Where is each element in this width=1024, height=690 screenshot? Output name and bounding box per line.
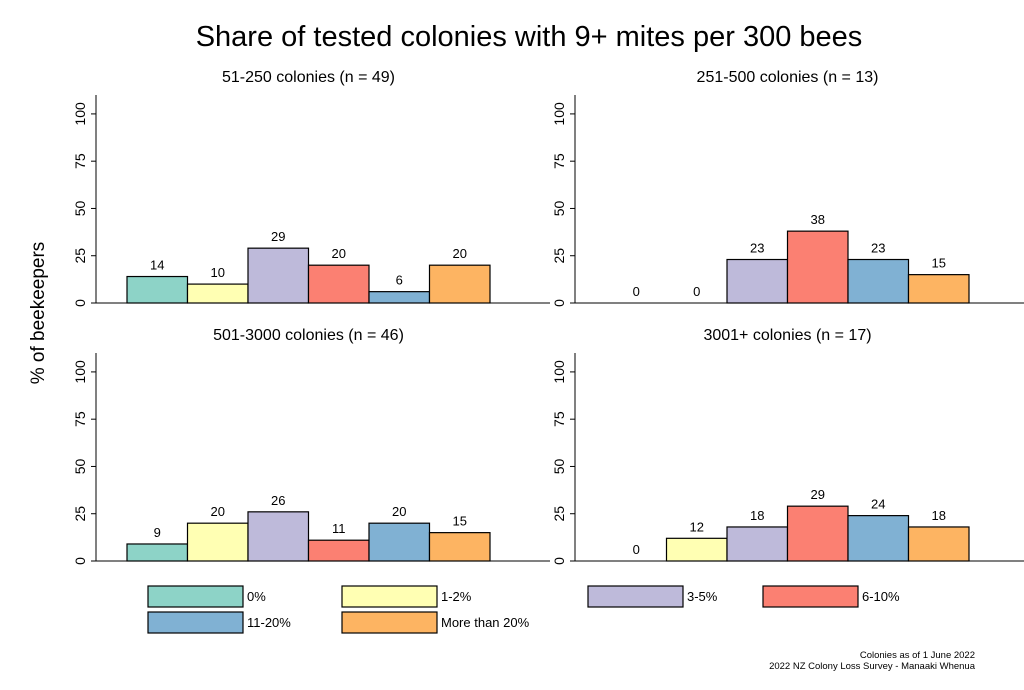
bar-3-5%: [247, 247, 310, 304]
data-label: 38: [811, 212, 825, 227]
y-tick-label: 0: [72, 299, 88, 307]
panel-title: 501-3000 colonies (n = 46): [213, 327, 404, 344]
data-label: 20: [453, 246, 467, 261]
y-tick-label: 100: [551, 360, 567, 384]
y-tick-label: 25: [551, 506, 567, 522]
panel-title: 51-250 colonies (n = 49): [222, 69, 395, 86]
panel-title: 3001+ colonies (n = 17): [703, 327, 871, 344]
data-label: 23: [750, 241, 764, 256]
legend-label: 6-10%: [862, 589, 900, 604]
bar-3-5%: [247, 511, 310, 562]
panel-2: 251-500 colonies (n = 13) 0 25 50 75 100 0 0 23 3…: [551, 69, 1024, 307]
y-axis-label: % of beekeepers: [28, 242, 49, 385]
legend-label: 1-2%: [441, 589, 472, 604]
legend-swatch: [147, 611, 244, 634]
bar-1-2%: [186, 283, 249, 304]
legend-swatch: [587, 585, 684, 608]
y-tick-label: 100: [551, 102, 567, 126]
bar-6-10%: [786, 230, 849, 304]
chart-title: Share of tested colonies with 9+ mites p…: [196, 21, 863, 53]
y-tick-label: 50: [551, 200, 567, 216]
bar-11-20%: [368, 522, 431, 562]
y-tick-label: 25: [551, 248, 567, 264]
panel-3: 501-3000 colonies (n = 46) 0 25 50 75 100 9 20 2…: [72, 327, 550, 565]
data-label: 12: [690, 519, 704, 534]
bar-1-2%: [665, 537, 728, 562]
y-tick-label: 0: [551, 299, 567, 307]
legend: 0% 1-2% 3-5% 6-10% 11-20% More than 20%: [147, 585, 900, 634]
bar-More than 20%: [428, 532, 491, 562]
data-label: 23: [871, 241, 885, 256]
bar-0%: [126, 275, 189, 304]
panel-1: 51-250 colonies (n = 49) 0 25 50 75 100 14 10 29…: [72, 69, 550, 307]
footnote-source: 2022 NZ Colony Loss Survey - Manaaki Whe…: [769, 661, 976, 672]
bar-11-20%: [847, 515, 910, 562]
data-label: 26: [271, 493, 285, 508]
bar-1-2%: [186, 522, 249, 562]
legend-swatch: [762, 585, 859, 608]
bar-More than 20%: [428, 264, 491, 304]
legend-label: 11-20%: [247, 615, 291, 630]
data-label: 0: [633, 284, 640, 299]
y-tick-label: 50: [72, 458, 88, 474]
data-label: 0: [693, 284, 700, 299]
bar-6-10%: [307, 539, 370, 562]
data-label: 11: [332, 521, 346, 536]
data-label: 29: [271, 229, 285, 244]
bar-3-5%: [726, 526, 789, 562]
y-tick-label: 100: [72, 102, 88, 126]
legend-label: 3-5%: [687, 589, 718, 604]
data-label: 10: [211, 265, 225, 280]
bar-More than 20%: [907, 274, 970, 304]
data-label: 14: [150, 258, 164, 273]
data-label: 18: [750, 508, 764, 523]
y-tick-label: 25: [72, 506, 88, 522]
y-tick-label: 75: [551, 153, 567, 169]
data-label: 24: [871, 497, 885, 512]
bar-6-10%: [786, 505, 849, 562]
bar-6-10%: [307, 264, 370, 304]
y-tick-label: 75: [551, 411, 567, 427]
y-tick-label: 50: [551, 458, 567, 474]
data-label: 0: [633, 542, 640, 557]
y-tick-label: 100: [72, 360, 88, 384]
panel-title: 251-500 colonies (n = 13): [697, 69, 879, 86]
data-label: 9: [154, 525, 161, 540]
legend-swatch: [147, 585, 244, 608]
y-tick-label: 75: [72, 411, 88, 427]
bar-3-5%: [726, 258, 789, 304]
data-label: 6: [396, 273, 403, 288]
legend-label: More than 20%: [441, 615, 530, 630]
y-tick-label: 50: [72, 200, 88, 216]
data-label: 20: [392, 504, 406, 519]
y-tick-label: 25: [72, 248, 88, 264]
bar-More than 20%: [907, 526, 970, 562]
panel-4: 3001+ colonies (n = 17) 0 25 50 75 100 0 12 18 29…: [551, 327, 1024, 565]
data-label: 15: [453, 514, 467, 529]
bar-0%: [126, 543, 189, 562]
data-label: 18: [932, 508, 946, 523]
data-label: 15: [932, 256, 946, 271]
legend-swatch: [341, 585, 438, 608]
y-tick-label: 0: [551, 557, 567, 565]
bar-11-20%: [368, 291, 431, 304]
legend-swatch: [341, 611, 438, 634]
y-tick-label: 75: [72, 153, 88, 169]
footnote-date: Colonies as of 1 June 2022: [860, 650, 975, 661]
legend-label: 0%: [247, 589, 266, 604]
data-label: 20: [211, 504, 225, 519]
data-label: 29: [811, 487, 825, 502]
data-label: 20: [332, 246, 346, 261]
y-tick-label: 0: [72, 557, 88, 565]
bar-11-20%: [847, 258, 910, 304]
